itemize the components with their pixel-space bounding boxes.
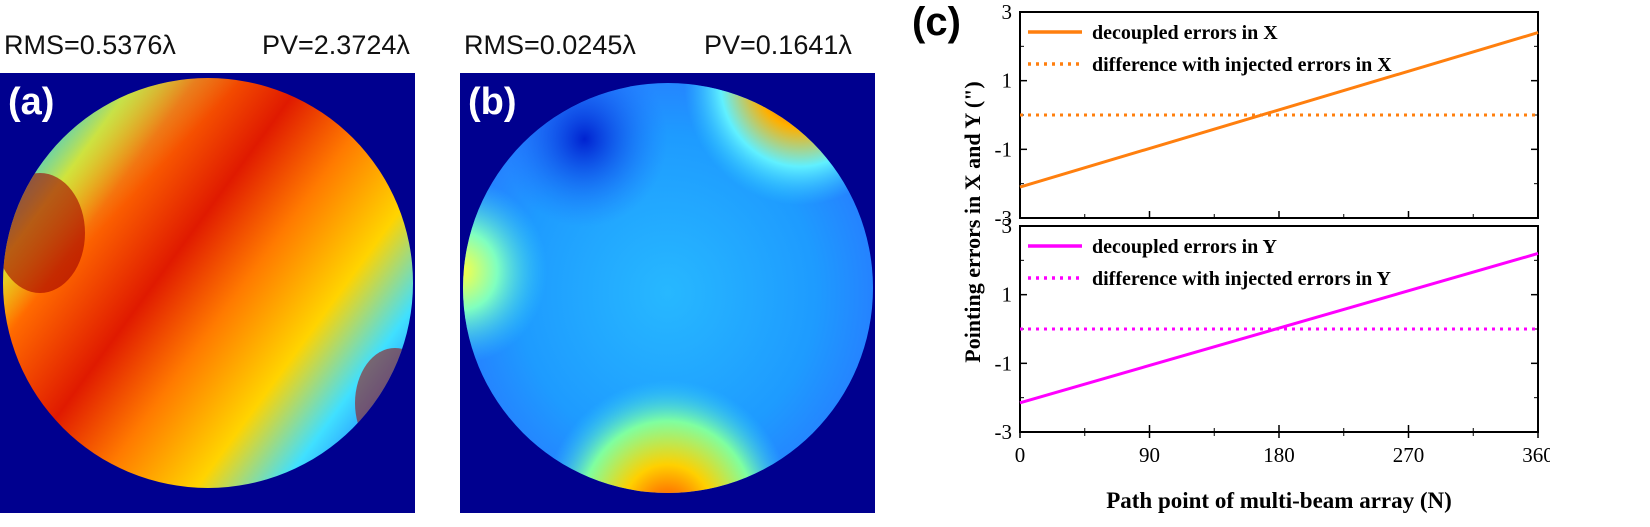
x-axis-label: Path point of multi-beam array (N): [1106, 488, 1452, 513]
y-tick-label-top: -1: [995, 137, 1013, 161]
pv-label-b: PV=0.1641λ: [704, 30, 852, 60]
x-tick-label: 0: [1015, 443, 1026, 467]
y-tick-label-top: -3: [995, 206, 1013, 230]
rms-label-b: RMS=0.0245λ: [464, 30, 636, 60]
wavefront-map-a: (a): [0, 73, 415, 513]
wavefront-map-b: (b): [460, 73, 875, 513]
y-tick-label-top: 3: [1002, 0, 1013, 24]
panel-letter-a: (a): [8, 81, 55, 123]
y-tick-label-bottom: 1: [1002, 283, 1013, 307]
series-line-top-0: [1019, 31, 1539, 189]
x-tick-label: 360: [1522, 443, 1550, 467]
wavefront-image-a: [0, 73, 415, 513]
pv-label-a: PV=2.3724λ: [262, 30, 410, 60]
wavefront-image-b: [460, 73, 875, 513]
panel-letter-c: (c): [912, 0, 961, 44]
y-tick-label-top: 1: [1002, 69, 1013, 93]
y-tick-label-bottom: -3: [995, 420, 1013, 444]
rms-label-a: RMS=0.5376λ: [4, 30, 176, 60]
x-tick-label: 90: [1139, 443, 1160, 467]
panel-letter-b: (b): [468, 81, 517, 123]
legend-label-top-1: difference with injected errors in X: [1092, 54, 1392, 76]
x-tick-label: 270: [1393, 443, 1425, 467]
y-tick-label-bottom: -1: [995, 351, 1013, 375]
y-tick-label-bottom: 3: [1002, 214, 1013, 238]
legend-label-top-0: decoupled errors in X: [1092, 22, 1278, 44]
legend-label-bottom-0: decoupled errors in Y: [1092, 236, 1278, 258]
x-tick-label: 180: [1263, 443, 1295, 467]
pointing-error-chart: 3 1 -1 -3 decoupled errors in X difference wi…: [960, 0, 1550, 513]
y-axis-label: Pointing errors in X and Y ("): [960, 81, 985, 363]
legend-label-bottom-1: difference with injected errors in Y: [1092, 268, 1392, 290]
